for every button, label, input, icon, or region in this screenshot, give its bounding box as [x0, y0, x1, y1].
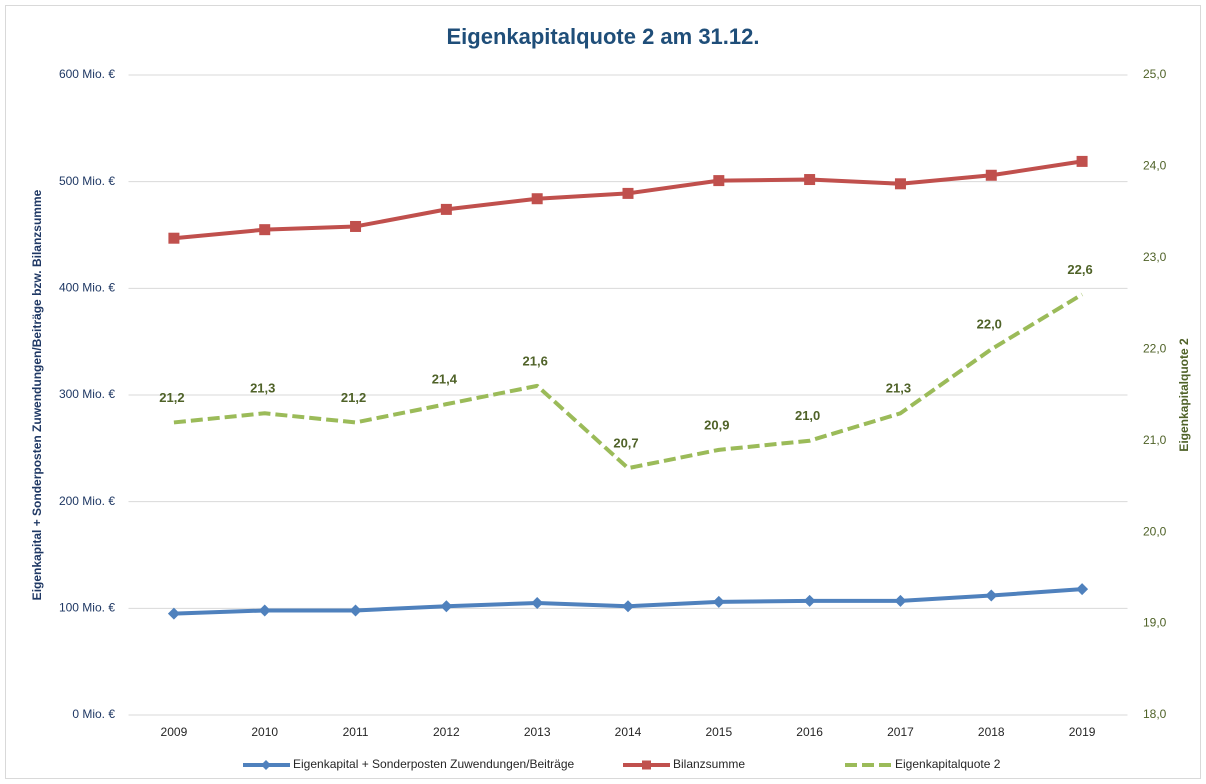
y-tick-label: 500 Mio. €: [59, 174, 115, 188]
x-tick-label: 2010: [251, 725, 278, 739]
legend-label: Eigenkapital + Sonderposten Zuwendungen/…: [293, 757, 575, 771]
y-tick-label: 200 Mio. €: [59, 494, 115, 508]
marker: [1076, 583, 1089, 596]
data-label: 21,3: [250, 381, 275, 396]
marker: [712, 595, 725, 608]
legend-label: Eigenkapitalquote 2: [895, 757, 1001, 771]
legend-label: Bilanzsumme: [673, 757, 745, 771]
data-label: 20,7: [613, 436, 638, 451]
legend-marker: [261, 760, 271, 770]
marker: [804, 174, 816, 186]
x-tick-label: 2013: [524, 725, 551, 739]
x-tick-label: 2011: [343, 725, 369, 739]
y2-tick-label: 25,0: [1143, 67, 1167, 81]
marker: [894, 178, 906, 190]
x-tick-label: 2014: [615, 725, 642, 739]
y-tick-label: 300 Mio. €: [59, 387, 115, 401]
data-label: 21,3: [886, 381, 911, 396]
y-tick-label: 400 Mio. €: [59, 281, 115, 295]
data-label: 21,4: [432, 372, 458, 387]
data-label: 21,0: [795, 408, 820, 423]
y2-tick-label: 24,0: [1143, 159, 1167, 173]
y2-tick-label: 21,0: [1143, 433, 1167, 447]
legend-marker: [642, 760, 651, 770]
chart-border: [5, 5, 1201, 779]
marker: [258, 604, 271, 617]
y-tick-label: 0 Mio. €: [72, 707, 115, 721]
marker: [985, 169, 997, 181]
data-label: 21,2: [341, 390, 366, 405]
y2-tick-label: 20,0: [1143, 524, 1167, 538]
marker: [531, 597, 544, 609]
marker: [1076, 155, 1088, 167]
marker: [622, 600, 634, 613]
marker: [168, 232, 180, 244]
chart-title: Eigenkapitalquote 2 am 31.12.: [446, 24, 759, 49]
x-tick-label: 2016: [796, 725, 823, 739]
y-tick-label: 100 Mio. €: [59, 601, 115, 615]
series-line: [173, 292, 1084, 471]
marker: [440, 203, 452, 215]
data-label: 21,6: [523, 353, 548, 368]
x-tick-label: 2012: [433, 725, 460, 739]
marker: [349, 604, 362, 617]
y-axis-title: Eigenkapital + Sonderposten Zuwendungen/…: [30, 189, 44, 600]
data-label: 20,9: [704, 417, 729, 432]
x-tick-label: 2015: [705, 725, 732, 739]
y2-axis-title: Eigenkapitalquote 2: [1177, 338, 1191, 452]
y2-tick-label: 23,0: [1143, 250, 1167, 264]
y-tick-label: 600 Mio. €: [59, 67, 115, 81]
x-tick-label: 2009: [161, 725, 188, 739]
y2-tick-label: 18,0: [1143, 707, 1167, 721]
marker: [259, 224, 271, 236]
marker: [803, 594, 816, 607]
marker: [167, 607, 180, 620]
data-label: 22,6: [1067, 262, 1092, 277]
x-tick-label: 2017: [887, 725, 914, 739]
data-label: 22,0: [977, 317, 1002, 332]
marker: [350, 220, 362, 232]
marker: [531, 193, 543, 205]
marker: [713, 175, 725, 187]
marker: [622, 187, 634, 199]
x-tick-label: 2019: [1069, 725, 1096, 739]
marker: [440, 600, 453, 613]
y2-tick-label: 19,0: [1143, 616, 1167, 630]
data-label: 21,2: [159, 390, 184, 405]
marker: [985, 589, 998, 602]
y2-tick-label: 22,0: [1143, 341, 1167, 355]
marker: [894, 594, 907, 607]
x-tick-label: 2018: [978, 725, 1005, 739]
